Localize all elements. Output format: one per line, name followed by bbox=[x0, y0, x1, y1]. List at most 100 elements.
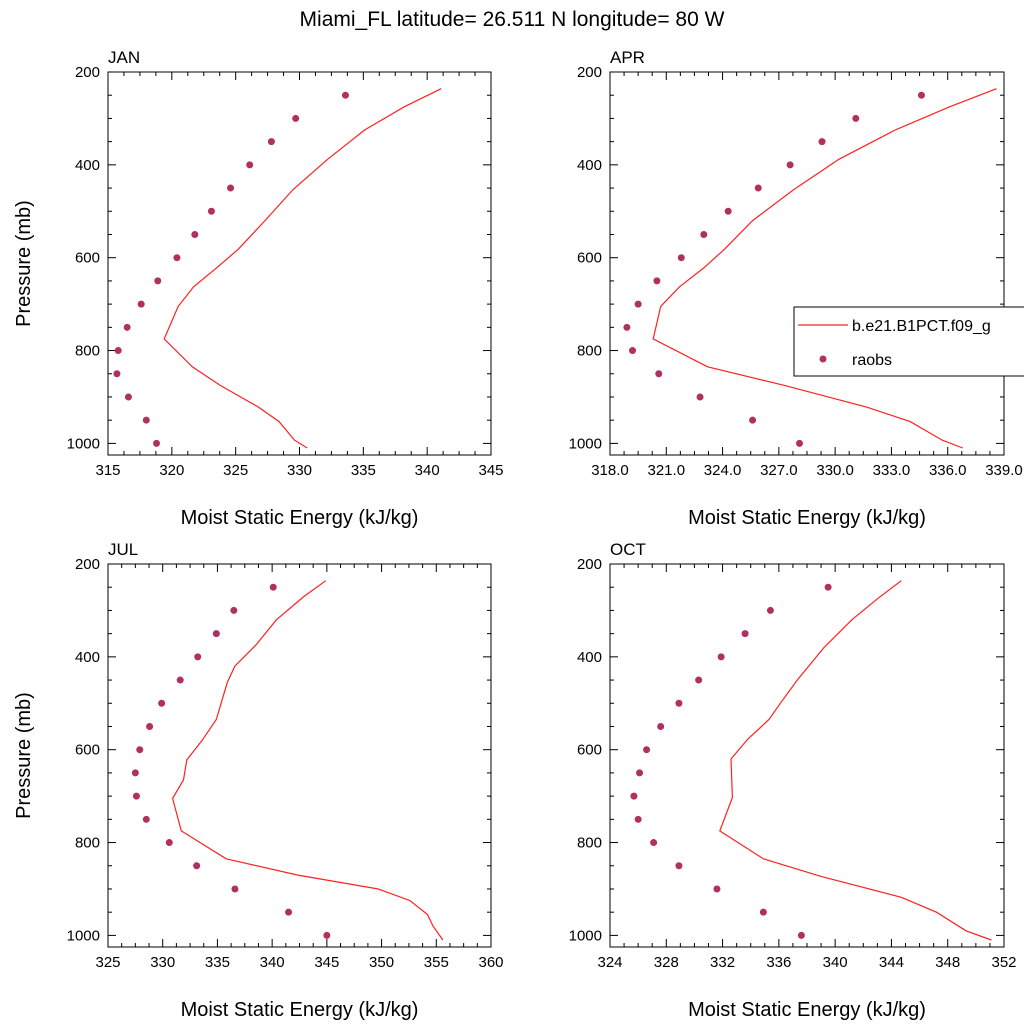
panel-label: JUL bbox=[108, 540, 138, 559]
x-tick-label: 330 bbox=[287, 462, 312, 479]
legend-marker-swatch bbox=[819, 355, 827, 363]
raobs-point bbox=[713, 885, 721, 893]
raobs-point bbox=[795, 439, 803, 447]
x-tick-label: 325 bbox=[95, 954, 120, 971]
y-tick-label: 600 bbox=[577, 742, 602, 759]
x-tick-label: 348 bbox=[935, 954, 960, 971]
raobs-point bbox=[341, 91, 349, 99]
x-tick-label: 350 bbox=[369, 954, 394, 971]
x-tick-label: 324.0 bbox=[704, 462, 742, 479]
panel-label: JAN bbox=[108, 48, 140, 67]
plot-frame bbox=[107, 563, 492, 948]
raobs-point bbox=[917, 91, 925, 99]
raobs-point bbox=[124, 393, 132, 401]
x-tick-label: 344 bbox=[879, 954, 904, 971]
y-tick-label: 600 bbox=[577, 250, 602, 267]
y-tick-label: 200 bbox=[75, 556, 100, 573]
raobs-point bbox=[212, 630, 220, 638]
plot-frame bbox=[609, 71, 1005, 456]
raobs-point bbox=[724, 207, 732, 215]
x-axis-label: Moist Static Energy (kJ/kg) bbox=[688, 999, 926, 1021]
x-tick-label: 318.0 bbox=[591, 462, 629, 479]
y-tick-label: 400 bbox=[75, 157, 100, 174]
raobs-point bbox=[766, 606, 774, 614]
raobs-point bbox=[717, 653, 725, 661]
raobs-point bbox=[657, 722, 665, 730]
raobs-point bbox=[852, 114, 860, 122]
raobs-point bbox=[759, 908, 767, 916]
x-tick-label: 324 bbox=[597, 954, 622, 971]
raobs-point bbox=[269, 583, 277, 591]
x-tick-label: 332 bbox=[710, 954, 735, 971]
raobs-point bbox=[650, 839, 658, 847]
raobs-point bbox=[114, 347, 122, 355]
legend-box bbox=[793, 306, 1024, 377]
raobs-point bbox=[696, 393, 704, 401]
legend-entry-model: b.e21.B1PCT.f09_g bbox=[852, 318, 991, 335]
y-tick-label: 1000 bbox=[67, 927, 100, 944]
raobs-point bbox=[231, 885, 239, 893]
raobs-point bbox=[158, 699, 166, 707]
raobs-point bbox=[176, 676, 184, 684]
x-tick-label: 340 bbox=[415, 462, 440, 479]
raobs-point bbox=[136, 746, 144, 754]
plot-frame bbox=[609, 563, 1005, 948]
raobs-point bbox=[630, 792, 638, 800]
raobs-point bbox=[818, 138, 826, 146]
x-tick-label: 315 bbox=[95, 462, 120, 479]
y-tick-label: 400 bbox=[75, 649, 100, 666]
y-tick-label: 1000 bbox=[569, 927, 602, 944]
x-axis-label: Moist Static Energy (kJ/kg) bbox=[688, 507, 926, 529]
panel-label: APR bbox=[610, 48, 645, 67]
model-line bbox=[652, 88, 997, 449]
y-tick-label: 800 bbox=[577, 835, 602, 852]
x-tick-label: 336 bbox=[766, 954, 791, 971]
x-tick-label: 339.0 bbox=[985, 462, 1023, 479]
y-tick-label: 600 bbox=[75, 250, 100, 267]
x-tick-label: 327.0 bbox=[760, 462, 798, 479]
plot-frame bbox=[107, 71, 492, 456]
raobs-point bbox=[191, 230, 199, 238]
x-tick-label: 336.0 bbox=[929, 462, 967, 479]
raobs-point bbox=[227, 184, 235, 192]
raobs-point bbox=[267, 138, 275, 146]
y-tick-label: 200 bbox=[577, 556, 602, 573]
y-tick-label: 800 bbox=[577, 343, 602, 360]
raobs-point bbox=[137, 300, 145, 308]
x-tick-label: 340 bbox=[823, 954, 848, 971]
raobs-point bbox=[154, 277, 162, 285]
y-tick-label: 200 bbox=[577, 64, 602, 81]
x-tick-label: 321.0 bbox=[648, 462, 686, 479]
y-tick-label: 200 bbox=[75, 64, 100, 81]
x-axis-label: Moist Static Energy (kJ/kg) bbox=[181, 999, 419, 1021]
panel-jul: JUL 325 330 335 340 345 350 355 360 200 400 600 800 1… bbox=[13, 540, 504, 1021]
y-tick-label: 1000 bbox=[569, 435, 602, 452]
raobs-point bbox=[675, 699, 683, 707]
raobs-point bbox=[786, 161, 794, 169]
raobs-point bbox=[142, 815, 150, 823]
x-tick-label: 340 bbox=[260, 954, 285, 971]
raobs-point bbox=[207, 207, 215, 215]
y-tick-label: 800 bbox=[75, 343, 100, 360]
raobs-point bbox=[655, 370, 663, 378]
raobs-point bbox=[193, 862, 201, 870]
x-axis-label: Moist Static Energy (kJ/kg) bbox=[181, 507, 419, 529]
raobs-point bbox=[123, 323, 131, 331]
raobs-point bbox=[153, 439, 161, 447]
raobs-point bbox=[653, 277, 661, 285]
y-tick-label: 400 bbox=[577, 157, 602, 174]
raobs-point bbox=[623, 323, 631, 331]
raobs-point bbox=[754, 184, 762, 192]
panel-jan: JAN 315 320 325 330 335 340 345 200 400 600 800 1000… bbox=[13, 48, 504, 529]
figure-title: Miami_FL latitude= 26.511 N longitude= 8… bbox=[300, 8, 725, 31]
x-tick-label: 352 bbox=[991, 954, 1016, 971]
raobs-point bbox=[323, 931, 331, 939]
x-tick-label: 345 bbox=[478, 462, 503, 479]
raobs-point bbox=[285, 908, 293, 916]
x-tick-label: 360 bbox=[478, 954, 503, 971]
raobs-point bbox=[113, 370, 121, 378]
panels: JAN 315 320 325 330 335 340 345 200 400 600 800 1000… bbox=[13, 48, 1023, 1021]
x-tick-label: 320 bbox=[159, 462, 184, 479]
